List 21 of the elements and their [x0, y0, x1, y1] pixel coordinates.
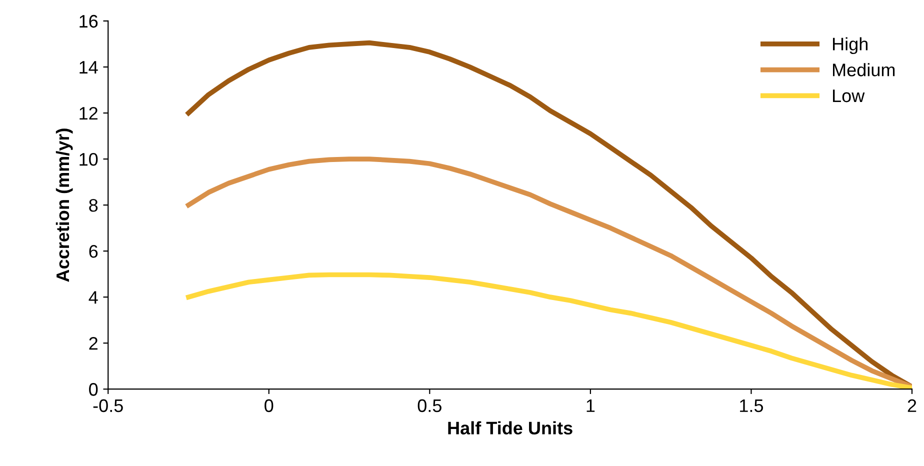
legend-label: Medium — [833, 63, 895, 76]
legend-label: Low — [833, 90, 865, 102]
x-tick-label: 0.5 — [418, 399, 442, 412]
x-tick-label: -0.5 — [93, 399, 123, 412]
y-tick-label: 14 — [80, 61, 98, 74]
legend-label: High — [833, 37, 868, 54]
y-tick-label: 6 — [89, 244, 98, 258]
line-series — [186, 272, 912, 390]
x-tick-label: 2 — [908, 399, 916, 412]
y-tick-label: 2 — [89, 337, 98, 350]
y-tick-label: 8 — [89, 198, 98, 212]
y-tick-label: 16 — [80, 14, 98, 28]
x-tick-label: 1.5 — [740, 399, 764, 412]
y-tick-label: 10 — [80, 152, 98, 166]
x-axis-title: Half Tide Units — [448, 421, 572, 434]
y-axis-title: Accretion (mm/yr) — [56, 128, 73, 282]
x-tick-label: 1 — [586, 399, 595, 412]
y-tick-label: 0 — [89, 383, 98, 396]
y-tick-label: 4 — [88, 291, 98, 304]
y-tick-label: 12 — [80, 106, 98, 120]
x-tick-label: 0 — [264, 399, 274, 412]
